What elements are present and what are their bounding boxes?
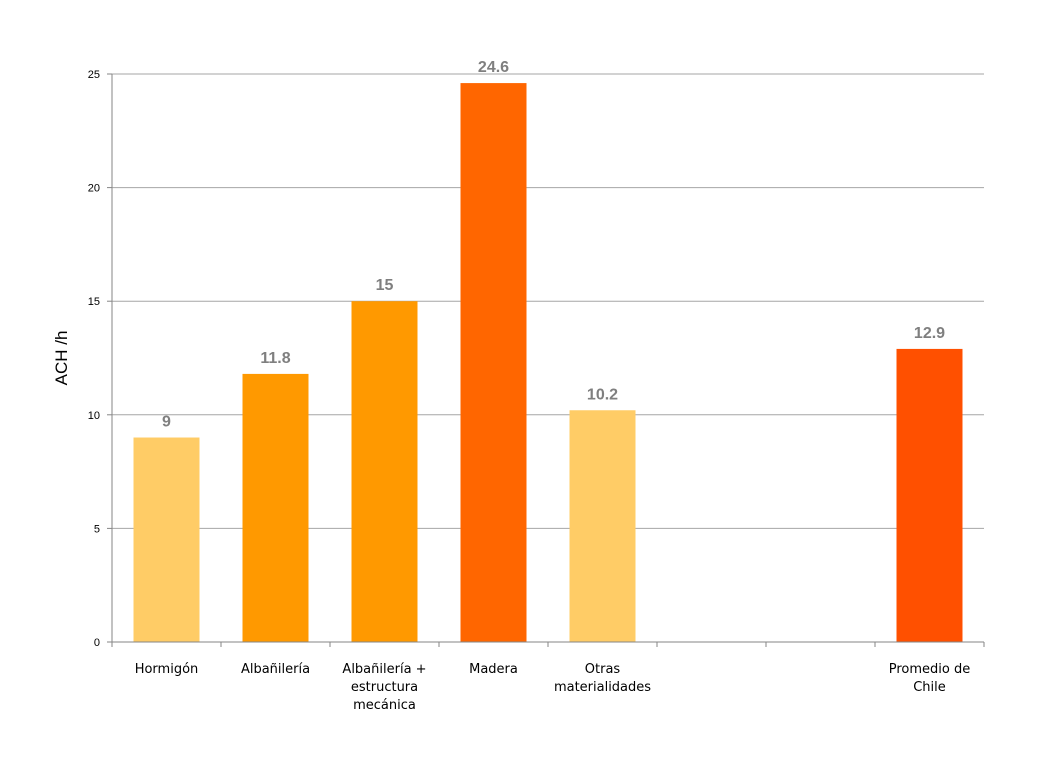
data-label: 10.2 xyxy=(587,386,618,403)
category-labels: Hormigón Albañilería Albañilería + estructu… xyxy=(135,662,971,713)
category-label: Albañilería xyxy=(241,662,310,677)
category-label: Otras materialidades xyxy=(554,662,651,695)
bar xyxy=(133,437,200,642)
bar xyxy=(460,83,527,642)
y-tick-label: 0 xyxy=(94,637,100,649)
category-label: Albañilería + estructura mecánica xyxy=(342,662,426,713)
y-axis-label: ACH /h xyxy=(52,331,71,386)
y-tick-label: 10 xyxy=(88,410,100,422)
bar xyxy=(351,301,418,642)
y-tick-label: 15 xyxy=(88,296,100,308)
data-label: 12.9 xyxy=(914,325,945,342)
bar xyxy=(896,348,963,642)
bar xyxy=(242,373,309,642)
category-label: Madera xyxy=(469,662,518,677)
category-label: Hormigón xyxy=(135,662,199,677)
y-tick-label: 25 xyxy=(88,69,100,81)
x-axis xyxy=(111,641,985,647)
category-label: Promedio de Chile xyxy=(889,662,971,695)
data-label: 9 xyxy=(162,414,171,431)
y-tick-label: 5 xyxy=(94,523,100,535)
data-label: 15 xyxy=(376,277,394,294)
data-label: 24.6 xyxy=(478,59,509,76)
bar xyxy=(569,410,636,642)
data-label: 11.8 xyxy=(260,350,290,367)
bars xyxy=(133,83,963,642)
y-axis-ticks: 0 5 10 15 20 25 xyxy=(88,69,113,649)
value-labels: 9 11.8 15 24.6 10.2 12.9 xyxy=(162,59,945,430)
y-tick-label: 20 xyxy=(88,183,100,195)
